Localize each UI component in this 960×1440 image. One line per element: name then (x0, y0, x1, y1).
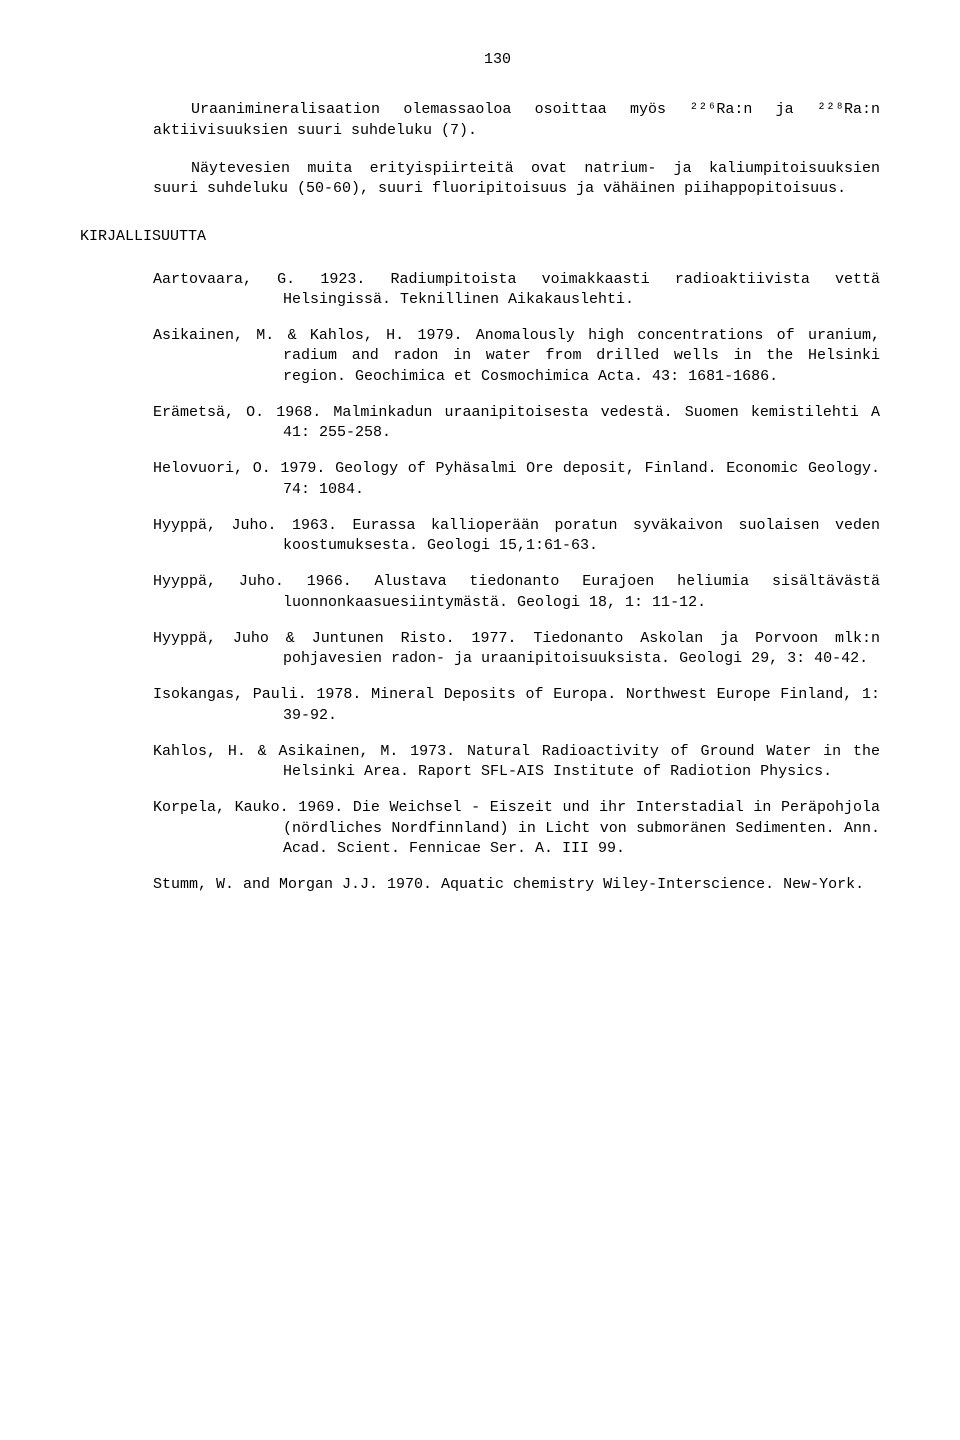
page-container: 130 Uraanimineralisaation olemassaoloa o… (0, 0, 960, 971)
reference-item: Korpela, Kauko. 1969. Die Weichsel - Eis… (153, 798, 880, 859)
reference-item: Hyyppä, Juho & Juntunen Risto. 1977. Tie… (153, 629, 880, 670)
reference-item: Isokangas, Pauli. 1978. Mineral Deposits… (153, 685, 880, 726)
paragraph-1: Uraanimineralisaation olemassaoloa osoit… (153, 100, 880, 141)
reference-item: Kahlos, H. & Asikainen, M. 1973. Natural… (153, 742, 880, 783)
page-number: 130 (115, 50, 880, 70)
reference-item: Erämetsä, O. 1968. Malminkadun uraanipit… (153, 403, 880, 444)
reference-item: Asikainen, M. & Kahlos, H. 1979. Anomalo… (153, 326, 880, 387)
paragraph-2: Näytevesien muita erityispiirteitä ovat … (153, 159, 880, 200)
reference-item: Helovuori, O. 1979. Geology of Pyhäsalmi… (153, 459, 880, 500)
reference-item: Hyyppä, Juho. 1963. Eurassa kallioperään… (153, 516, 880, 557)
references-list: Aartovaara, G. 1923. Radiumpitoista voim… (153, 270, 880, 896)
reference-item: Aartovaara, G. 1923. Radiumpitoista voim… (153, 270, 880, 311)
reference-item: Hyyppä, Juho. 1966. Alustava tiedonanto … (153, 572, 880, 613)
section-heading: KIRJALLISUUTTA (80, 227, 880, 247)
reference-item: Stumm, W. and Morgan J.J. 1970. Aquatic … (153, 875, 880, 895)
